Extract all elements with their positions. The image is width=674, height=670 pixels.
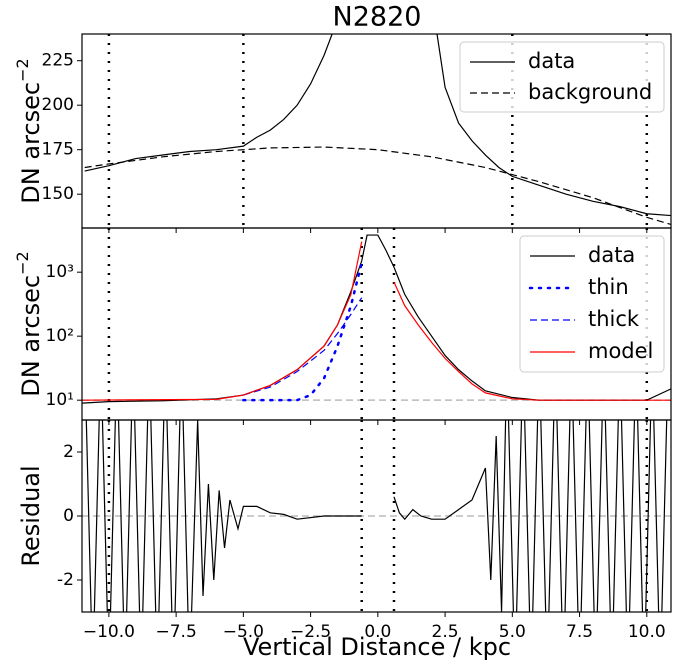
legend-box: [459, 41, 665, 113]
y-axis-label-text: DN arcsec: [17, 82, 45, 204]
x-tick-label: 5.0: [499, 622, 526, 642]
x-tick-label: −7.5: [155, 622, 196, 642]
y-axis-label: DN arcsec−2: [13, 251, 46, 396]
legend-label: thick: [588, 307, 640, 331]
y-axis-label-text: Residual: [17, 465, 45, 566]
x-tick-label: 10.0: [628, 622, 666, 642]
series-line: [82, 241, 671, 401]
y-tick-label: 150: [42, 184, 74, 204]
y-tick-label: 175: [42, 140, 74, 160]
series-line: [243, 297, 363, 396]
y-tick-label: -2: [57, 570, 74, 590]
x-axis-label: Vertical Distance / kpc: [243, 633, 511, 661]
chart-title: N2820: [333, 2, 422, 33]
series-line: [242, 261, 363, 402]
y-tick-label: 10²: [46, 326, 74, 346]
y-tick-label: 10¹: [46, 390, 74, 410]
x-tick-label: −5.0: [223, 622, 264, 642]
plot-area: [84, 34, 671, 228]
y-tick-label: 0: [63, 506, 74, 526]
y-tick-label: 225: [42, 51, 74, 71]
legend-label: background: [528, 80, 652, 104]
y-axis-label-sup: −2: [13, 58, 32, 82]
x-tick-label: 7.5: [566, 622, 593, 642]
y-axis-label: DN arcsec−2: [13, 58, 46, 203]
y-tick-label: 2: [63, 442, 74, 462]
legend-box: [519, 235, 665, 373]
y-axis-label: Residual: [17, 465, 45, 566]
legend-label: data: [588, 243, 635, 267]
plot-area: [82, 420, 671, 612]
x-tick-label: −2.5: [290, 622, 331, 642]
y-tick-label: 200: [42, 95, 74, 115]
series-line: [85, 420, 668, 612]
legend-label: model: [588, 339, 653, 363]
x-tick-label: −10.0: [83, 622, 135, 642]
series-line: [84, 34, 671, 217]
series-line: [84, 146, 671, 226]
legend-label: data: [528, 49, 575, 73]
x-tick-label: 0.0: [364, 622, 391, 642]
legend-label: thin: [588, 275, 629, 299]
plot-area: [82, 228, 671, 420]
x-tick-label: 2.5: [432, 622, 459, 642]
y-tick-label: 10³: [46, 262, 74, 282]
y-axis-label-text: DN arcsec: [17, 275, 45, 397]
y-axis-label-sup: −2: [13, 251, 32, 275]
